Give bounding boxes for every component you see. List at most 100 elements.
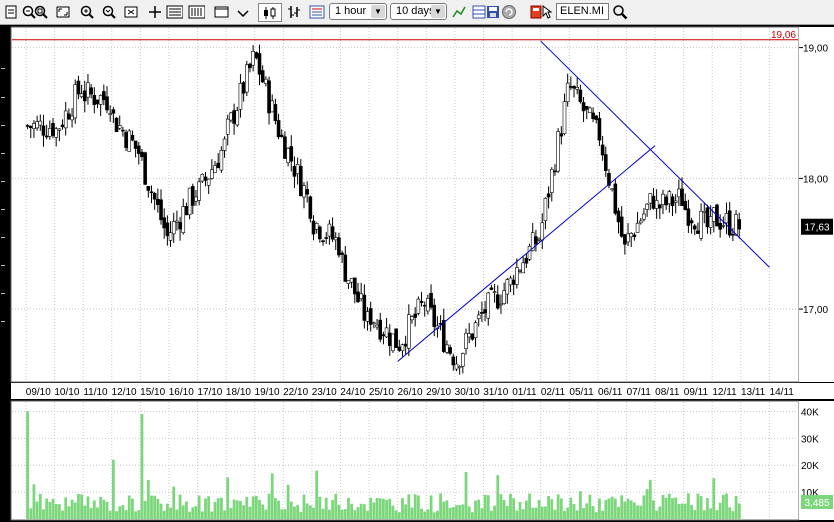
candle-body: [559, 133, 564, 137]
candle-body: [461, 353, 465, 367]
volume-bar: [289, 501, 293, 519]
candle-body: [432, 304, 437, 327]
candle-body: [489, 287, 494, 290]
candle-body: [667, 191, 672, 205]
candle-body: [419, 300, 424, 303]
trendline[interactable]: [397, 145, 656, 362]
window-icon[interactable]: [213, 3, 230, 20]
pointer-icon[interactable]: [538, 3, 555, 20]
expand-icon[interactable]: [122, 3, 139, 20]
candle-body: [384, 327, 389, 338]
candle-body: [562, 101, 567, 134]
save-icon[interactable]: [484, 3, 501, 20]
zoom-fit-icon[interactable]: [54, 3, 71, 20]
candle-body: [260, 70, 265, 83]
x-tick-label: 23/10: [312, 387, 337, 398]
volume-bar: [223, 510, 226, 519]
ticker-input[interactable]: ELEN.MI: [556, 3, 609, 20]
volume-bar: [175, 509, 179, 519]
candle-body: [330, 226, 335, 240]
columns-view-icon[interactable]: [188, 3, 205, 20]
refresh-icon[interactable]: [500, 3, 517, 20]
candle-body: [356, 291, 360, 303]
x-tick-label: 05/11: [569, 387, 594, 398]
tag-icon[interactable]: [527, 3, 544, 20]
ohlc-icon[interactable]: [285, 3, 302, 20]
volume-bar: [474, 500, 477, 519]
interval-select[interactable]: 1 hour ▼: [329, 3, 387, 20]
candle-body: [333, 237, 338, 241]
price-axis-panel: [799, 27, 834, 382]
candle-body: [658, 204, 662, 209]
chevron-down-icon: ▼: [371, 5, 385, 18]
candle-body: [365, 311, 370, 322]
volume-bar: [680, 503, 684, 519]
volume-bar: [391, 505, 395, 519]
volume-bar: [181, 505, 185, 519]
line-dropdown-icon[interactable]: [234, 3, 251, 20]
candle-body: [54, 128, 58, 138]
candle-body: [187, 187, 192, 216]
candle-body: [146, 186, 151, 191]
candle-body: [346, 280, 351, 284]
indicator-list-icon[interactable]: [308, 3, 325, 20]
volume-tick-label: 30K: [801, 434, 819, 445]
volume-bar: [502, 499, 506, 519]
candle-body: [588, 107, 592, 114]
candle-body: [279, 134, 284, 137]
bars-view-icon[interactable]: [166, 3, 183, 20]
candle-body: [359, 293, 363, 300]
volume-bar: [594, 512, 598, 519]
volume-bar: [505, 505, 509, 519]
candle-body: [473, 322, 478, 339]
zoom-reset-icon[interactable]: [100, 3, 117, 20]
trendline[interactable]: [540, 40, 770, 268]
volume-bar: [664, 497, 668, 519]
x-tick-label: 29/10: [426, 387, 451, 398]
volume-bar: [404, 504, 408, 519]
volume-bar: [432, 512, 436, 519]
candles-icon[interactable]: [258, 3, 282, 22]
candle-body: [302, 185, 306, 198]
zoom-out-icon[interactable]: [20, 3, 37, 20]
candle-body: [670, 196, 675, 207]
x-tick-label: 09/10: [26, 387, 51, 398]
candle-body: [225, 118, 230, 135]
volume-bar: [213, 501, 217, 519]
candle-body: [603, 154, 608, 171]
zoom-in-icon[interactable]: [78, 3, 95, 20]
candle-body: [194, 196, 198, 202]
data-table-icon[interactable]: [470, 3, 487, 20]
candle-body: [41, 125, 46, 136]
volume-bar: [248, 506, 252, 519]
candle-body: [165, 222, 170, 237]
candle-body: [616, 210, 621, 223]
zoom-box-icon[interactable]: [32, 3, 49, 20]
y-tick-label: 19,00: [803, 44, 828, 55]
print-icon[interactable]: [2, 3, 19, 20]
candle-body: [426, 297, 430, 312]
volume-bar: [566, 507, 570, 519]
candle-body: [546, 193, 551, 198]
range-select[interactable]: 10 days ▼: [390, 3, 447, 20]
volume-bar: [372, 502, 376, 519]
y-tick-label: 18,00: [803, 174, 828, 185]
volume-bars: [26, 411, 741, 519]
candle-body: [476, 314, 481, 320]
candle-body: [114, 117, 119, 132]
candle-body: [683, 200, 688, 210]
reference-line-label: 19,06: [771, 30, 796, 41]
volume-bar: [451, 507, 455, 519]
left-scale-strip: [0, 25, 9, 522]
candle-body: [518, 270, 522, 272]
crosshair-icon[interactable]: [146, 3, 163, 20]
volume-bar: [582, 507, 585, 519]
candle-body: [581, 102, 586, 112]
candle-body: [486, 292, 491, 319]
candle-body: [654, 200, 659, 209]
candle-body: [400, 344, 405, 352]
line-style-icon[interactable]: [450, 3, 467, 20]
search-icon[interactable]: [611, 3, 628, 20]
candle-body: [429, 292, 433, 308]
